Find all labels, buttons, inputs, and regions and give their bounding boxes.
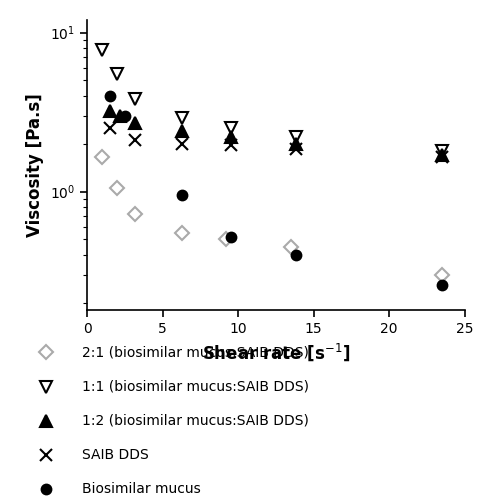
X-axis label: Shear rate [s$^{-1}$]: Shear rate [s$^{-1}$] [202,342,350,363]
Text: 2:1 (biosimilar mucus:SAIB DDS): 2:1 (biosimilar mucus:SAIB DDS) [82,346,309,360]
Text: SAIB DDS: SAIB DDS [82,448,149,462]
Text: 1:1 (biosimilar mucus:SAIB DDS): 1:1 (biosimilar mucus:SAIB DDS) [82,380,309,394]
Y-axis label: Viscosity [Pa.s]: Viscosity [Pa.s] [27,93,45,237]
Text: Biosimilar mucus: Biosimilar mucus [82,482,201,496]
Text: 1:2 (biosimilar mucus:SAIB DDS): 1:2 (biosimilar mucus:SAIB DDS) [82,414,309,428]
